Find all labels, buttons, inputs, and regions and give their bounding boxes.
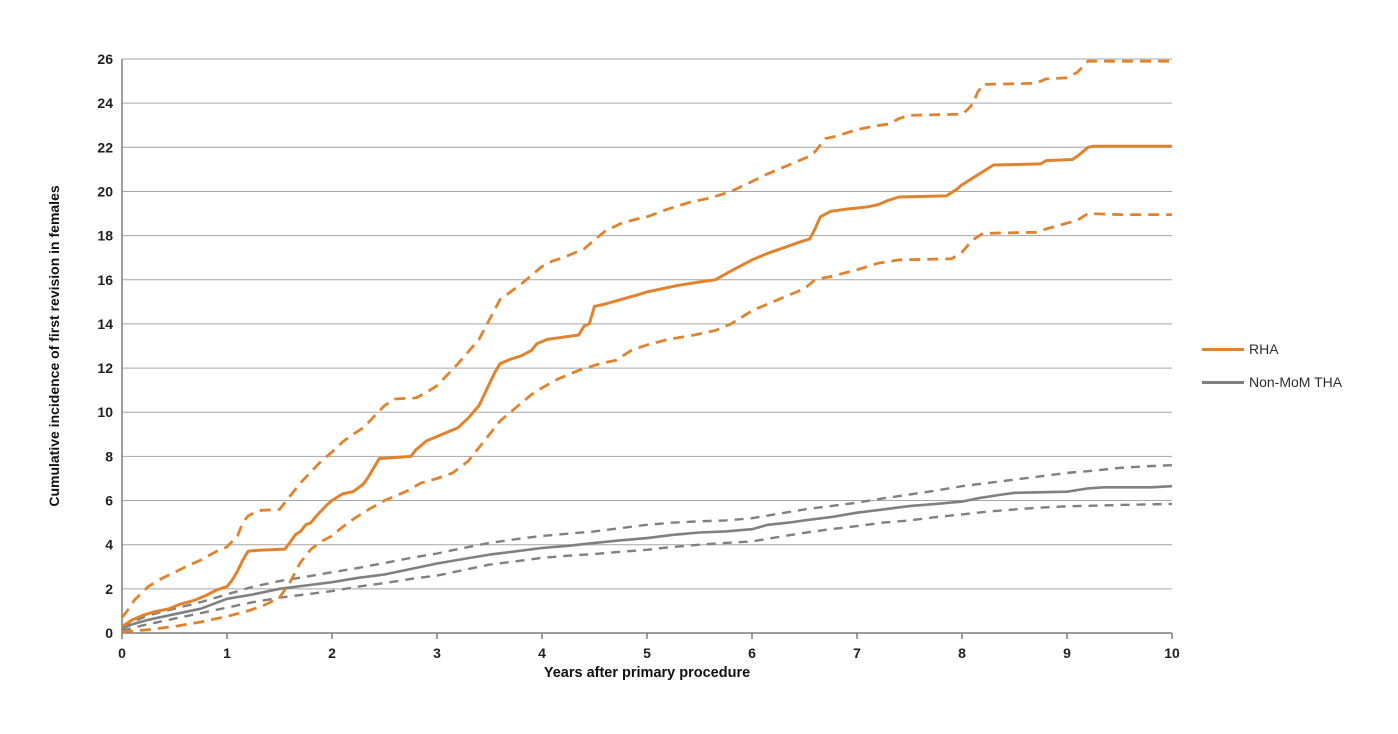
rha-line-swatch xyxy=(1202,347,1244,351)
x-tick-label: 8 xyxy=(958,645,966,661)
non-mom-tha-line-swatch xyxy=(1202,380,1244,384)
y-tick-label: 12 xyxy=(97,360,113,376)
y-tick-label: 0 xyxy=(105,625,113,641)
x-tick-label: 5 xyxy=(643,645,651,661)
x-tick-label: 9 xyxy=(1063,645,1071,661)
x-tick-label: 3 xyxy=(433,645,441,661)
legend-label-non-mom-tha: Non-MoM THA xyxy=(1249,374,1343,390)
y-tick-label: 16 xyxy=(97,272,113,288)
y-tick-label: 2 xyxy=(105,581,113,597)
y-tick-label: 10 xyxy=(97,404,113,420)
y-tick-label: 14 xyxy=(97,316,113,332)
y-tick-label: 22 xyxy=(97,139,113,155)
x-tick-label: 7 xyxy=(853,645,861,661)
x-tick-label: 2 xyxy=(328,645,336,661)
y-tick-label: 20 xyxy=(97,183,113,199)
y-axis-title: Cumulative incidence of first revision i… xyxy=(46,185,62,507)
x-tick-label: 6 xyxy=(748,645,756,661)
y-tick-label: 26 xyxy=(97,51,113,67)
legend: RHA Non-MoM THA xyxy=(1202,337,1342,403)
series-non-mom-tha-upper-95-ci xyxy=(121,464,1173,628)
legend-item-non-mom-tha: Non-MoM THA xyxy=(1202,370,1342,394)
series-rha-upper-95-ci xyxy=(120,59,1172,619)
x-tick-label: 10 xyxy=(1164,645,1180,661)
x-tick-label: 0 xyxy=(118,645,126,661)
x-axis-title: Years after primary procedure xyxy=(543,665,751,681)
legend-item-rha: RHA xyxy=(1202,337,1342,361)
y-tick-label: 8 xyxy=(105,448,113,464)
series-non-mom-tha xyxy=(121,484,1173,630)
series-non-mom-tha-lower-95-ci xyxy=(121,502,1173,632)
y-tick-label: 18 xyxy=(97,228,113,244)
series-rha-lower-95-ci xyxy=(121,212,1172,634)
y-tick-label: 6 xyxy=(105,493,113,509)
series-rha xyxy=(121,144,1172,628)
y-tick-label: 4 xyxy=(105,537,113,553)
legend-label-rha: RHA xyxy=(1249,341,1279,357)
x-tick-label: 4 xyxy=(538,645,546,661)
y-tick-label: 24 xyxy=(97,95,113,111)
x-tick-label: 1 xyxy=(223,645,231,661)
